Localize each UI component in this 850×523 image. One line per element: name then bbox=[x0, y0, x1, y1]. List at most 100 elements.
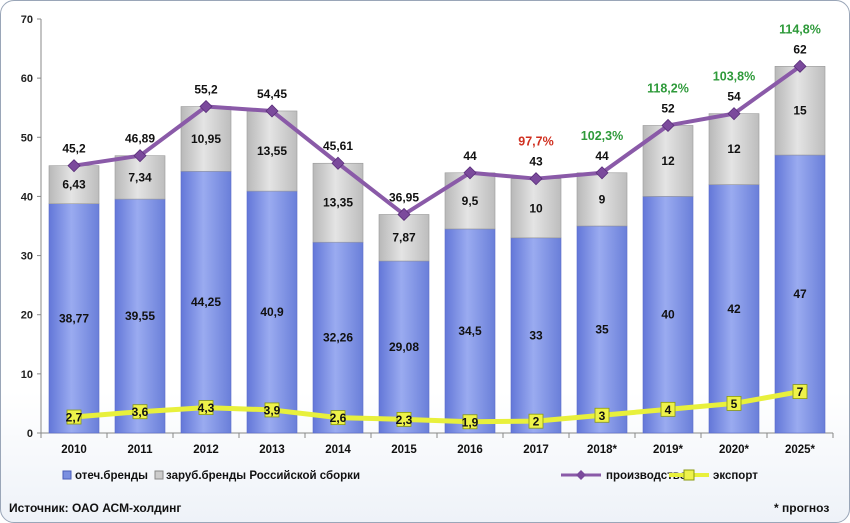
bar-foreign bbox=[774, 66, 826, 156]
production-label: 55,2 bbox=[194, 83, 218, 97]
production-marker bbox=[661, 118, 675, 133]
bar-foreign-label: 12 bbox=[661, 154, 675, 168]
production-label: 46,89 bbox=[125, 132, 155, 146]
export-label: 4 bbox=[665, 403, 672, 417]
export-label: 3,6 bbox=[132, 405, 149, 419]
production-marker bbox=[133, 149, 147, 163]
growth-annotation: 118,2% bbox=[647, 81, 689, 95]
bar-foreign bbox=[114, 155, 166, 200]
export-marker bbox=[792, 384, 808, 400]
x-tick-label: 2010 bbox=[61, 444, 87, 456]
y-tick-label: 30 bbox=[21, 251, 33, 263]
export-label: 4,3 bbox=[198, 401, 215, 415]
bar-domestic-label: 40 bbox=[661, 308, 675, 322]
x-tick-label: 2012 bbox=[193, 444, 219, 456]
production-marker bbox=[199, 99, 213, 114]
production-label: 43 bbox=[529, 155, 543, 169]
x-tick-label: 2018* bbox=[587, 444, 618, 456]
y-tick-label: 20 bbox=[21, 310, 33, 322]
bar-domestic-label: 34,5 bbox=[458, 324, 482, 338]
production-marker bbox=[793, 59, 807, 73]
legend-marker-production bbox=[576, 470, 586, 480]
x-tick-label: 2017 bbox=[523, 444, 549, 456]
bar-domestic-label: 44,25 bbox=[191, 295, 221, 309]
bar-foreign-label: 10,95 bbox=[191, 132, 221, 146]
production-marker bbox=[463, 166, 477, 180]
export-marker bbox=[462, 414, 478, 430]
bar-foreign-label: 13,35 bbox=[323, 196, 353, 210]
bar-domestic-label: 42 bbox=[727, 302, 741, 316]
bar-foreign-label: 10 bbox=[529, 201, 543, 215]
bar-foreign bbox=[708, 113, 760, 185]
production-marker bbox=[397, 207, 411, 222]
y-tick-label: 70 bbox=[21, 14, 33, 26]
legend-swatch-domestic bbox=[62, 470, 72, 480]
bar-foreign-label: 12 bbox=[727, 142, 741, 156]
production-label: 62 bbox=[793, 42, 807, 56]
x-tick-label: 2019* bbox=[653, 444, 684, 456]
bar-domestic bbox=[48, 203, 100, 434]
export-label: 2,6 bbox=[330, 411, 347, 425]
export-label: 3 bbox=[599, 409, 606, 423]
export-label: 7 bbox=[797, 385, 804, 399]
production-marker bbox=[529, 172, 543, 186]
bar-foreign-label: 9 bbox=[599, 192, 606, 206]
bar-domestic-label: 38,77 bbox=[59, 311, 89, 325]
bar-domestic bbox=[576, 225, 628, 434]
export-marker bbox=[594, 407, 610, 423]
production-label: 45,2 bbox=[62, 142, 86, 156]
export-marker bbox=[198, 400, 214, 415]
x-tick-label: 2014 bbox=[325, 444, 351, 456]
bar-domestic-label: 35 bbox=[595, 323, 609, 337]
bar-domestic bbox=[114, 198, 166, 434]
bar-domestic-label: 32,26 bbox=[323, 331, 353, 345]
bar-domestic-label: 29,08 bbox=[389, 340, 419, 354]
export-marker bbox=[660, 401, 676, 417]
export-marker bbox=[726, 396, 742, 411]
x-tick-label: 2025* bbox=[785, 444, 816, 456]
bar-domestic-label: 40,9 bbox=[260, 305, 284, 319]
y-tick-label: 50 bbox=[21, 132, 33, 144]
bar-foreign bbox=[576, 172, 628, 227]
export-line bbox=[73, 389, 801, 425]
bar-foreign-label: 15 bbox=[793, 104, 807, 118]
production-marker bbox=[265, 104, 279, 118]
growth-annotation: 102,3% bbox=[581, 129, 623, 143]
production-label: 36,95 bbox=[389, 190, 419, 204]
export-label: 3,9 bbox=[264, 403, 281, 417]
production-marker bbox=[727, 107, 741, 121]
production-line bbox=[73, 64, 802, 217]
production-label: 54 bbox=[727, 90, 741, 104]
production-marker bbox=[331, 156, 345, 170]
growth-annotation: 114,8% bbox=[779, 22, 821, 36]
export-marker bbox=[528, 413, 544, 429]
legend-label-domestic: отеч.бренды bbox=[75, 470, 148, 482]
bar-domestic bbox=[642, 196, 694, 434]
export-marker bbox=[132, 404, 148, 420]
bar-domestic bbox=[708, 184, 760, 434]
export-label: 5 bbox=[731, 397, 738, 411]
export-marker bbox=[264, 402, 280, 418]
bar-domestic-label: 47 bbox=[793, 287, 807, 301]
y-tick-label: 10 bbox=[21, 369, 33, 381]
export-label: 2,3 bbox=[396, 413, 413, 427]
bar-domestic bbox=[246, 190, 298, 434]
bar-domestic-label: 33 bbox=[529, 328, 543, 342]
x-tick-label: 2011 bbox=[128, 444, 154, 456]
bar-foreign-label: 9,5 bbox=[462, 194, 479, 208]
bar-domestic bbox=[180, 170, 232, 434]
y-tick-label: 0 bbox=[27, 428, 33, 440]
production-label: 45,61 bbox=[323, 139, 353, 153]
growth-annotation: 97,7% bbox=[518, 135, 553, 149]
x-tick-label: 2020* bbox=[719, 444, 750, 456]
bar-domestic bbox=[312, 241, 364, 434]
legend-swatch-foreign bbox=[154, 470, 164, 480]
export-marker bbox=[66, 409, 82, 425]
growth-annotation: 103,8% bbox=[713, 70, 755, 84]
y-tick-label: 60 bbox=[21, 73, 33, 85]
bar-foreign-label: 6,43 bbox=[62, 178, 86, 192]
bar-domestic bbox=[444, 228, 496, 434]
production-marker bbox=[595, 166, 609, 180]
